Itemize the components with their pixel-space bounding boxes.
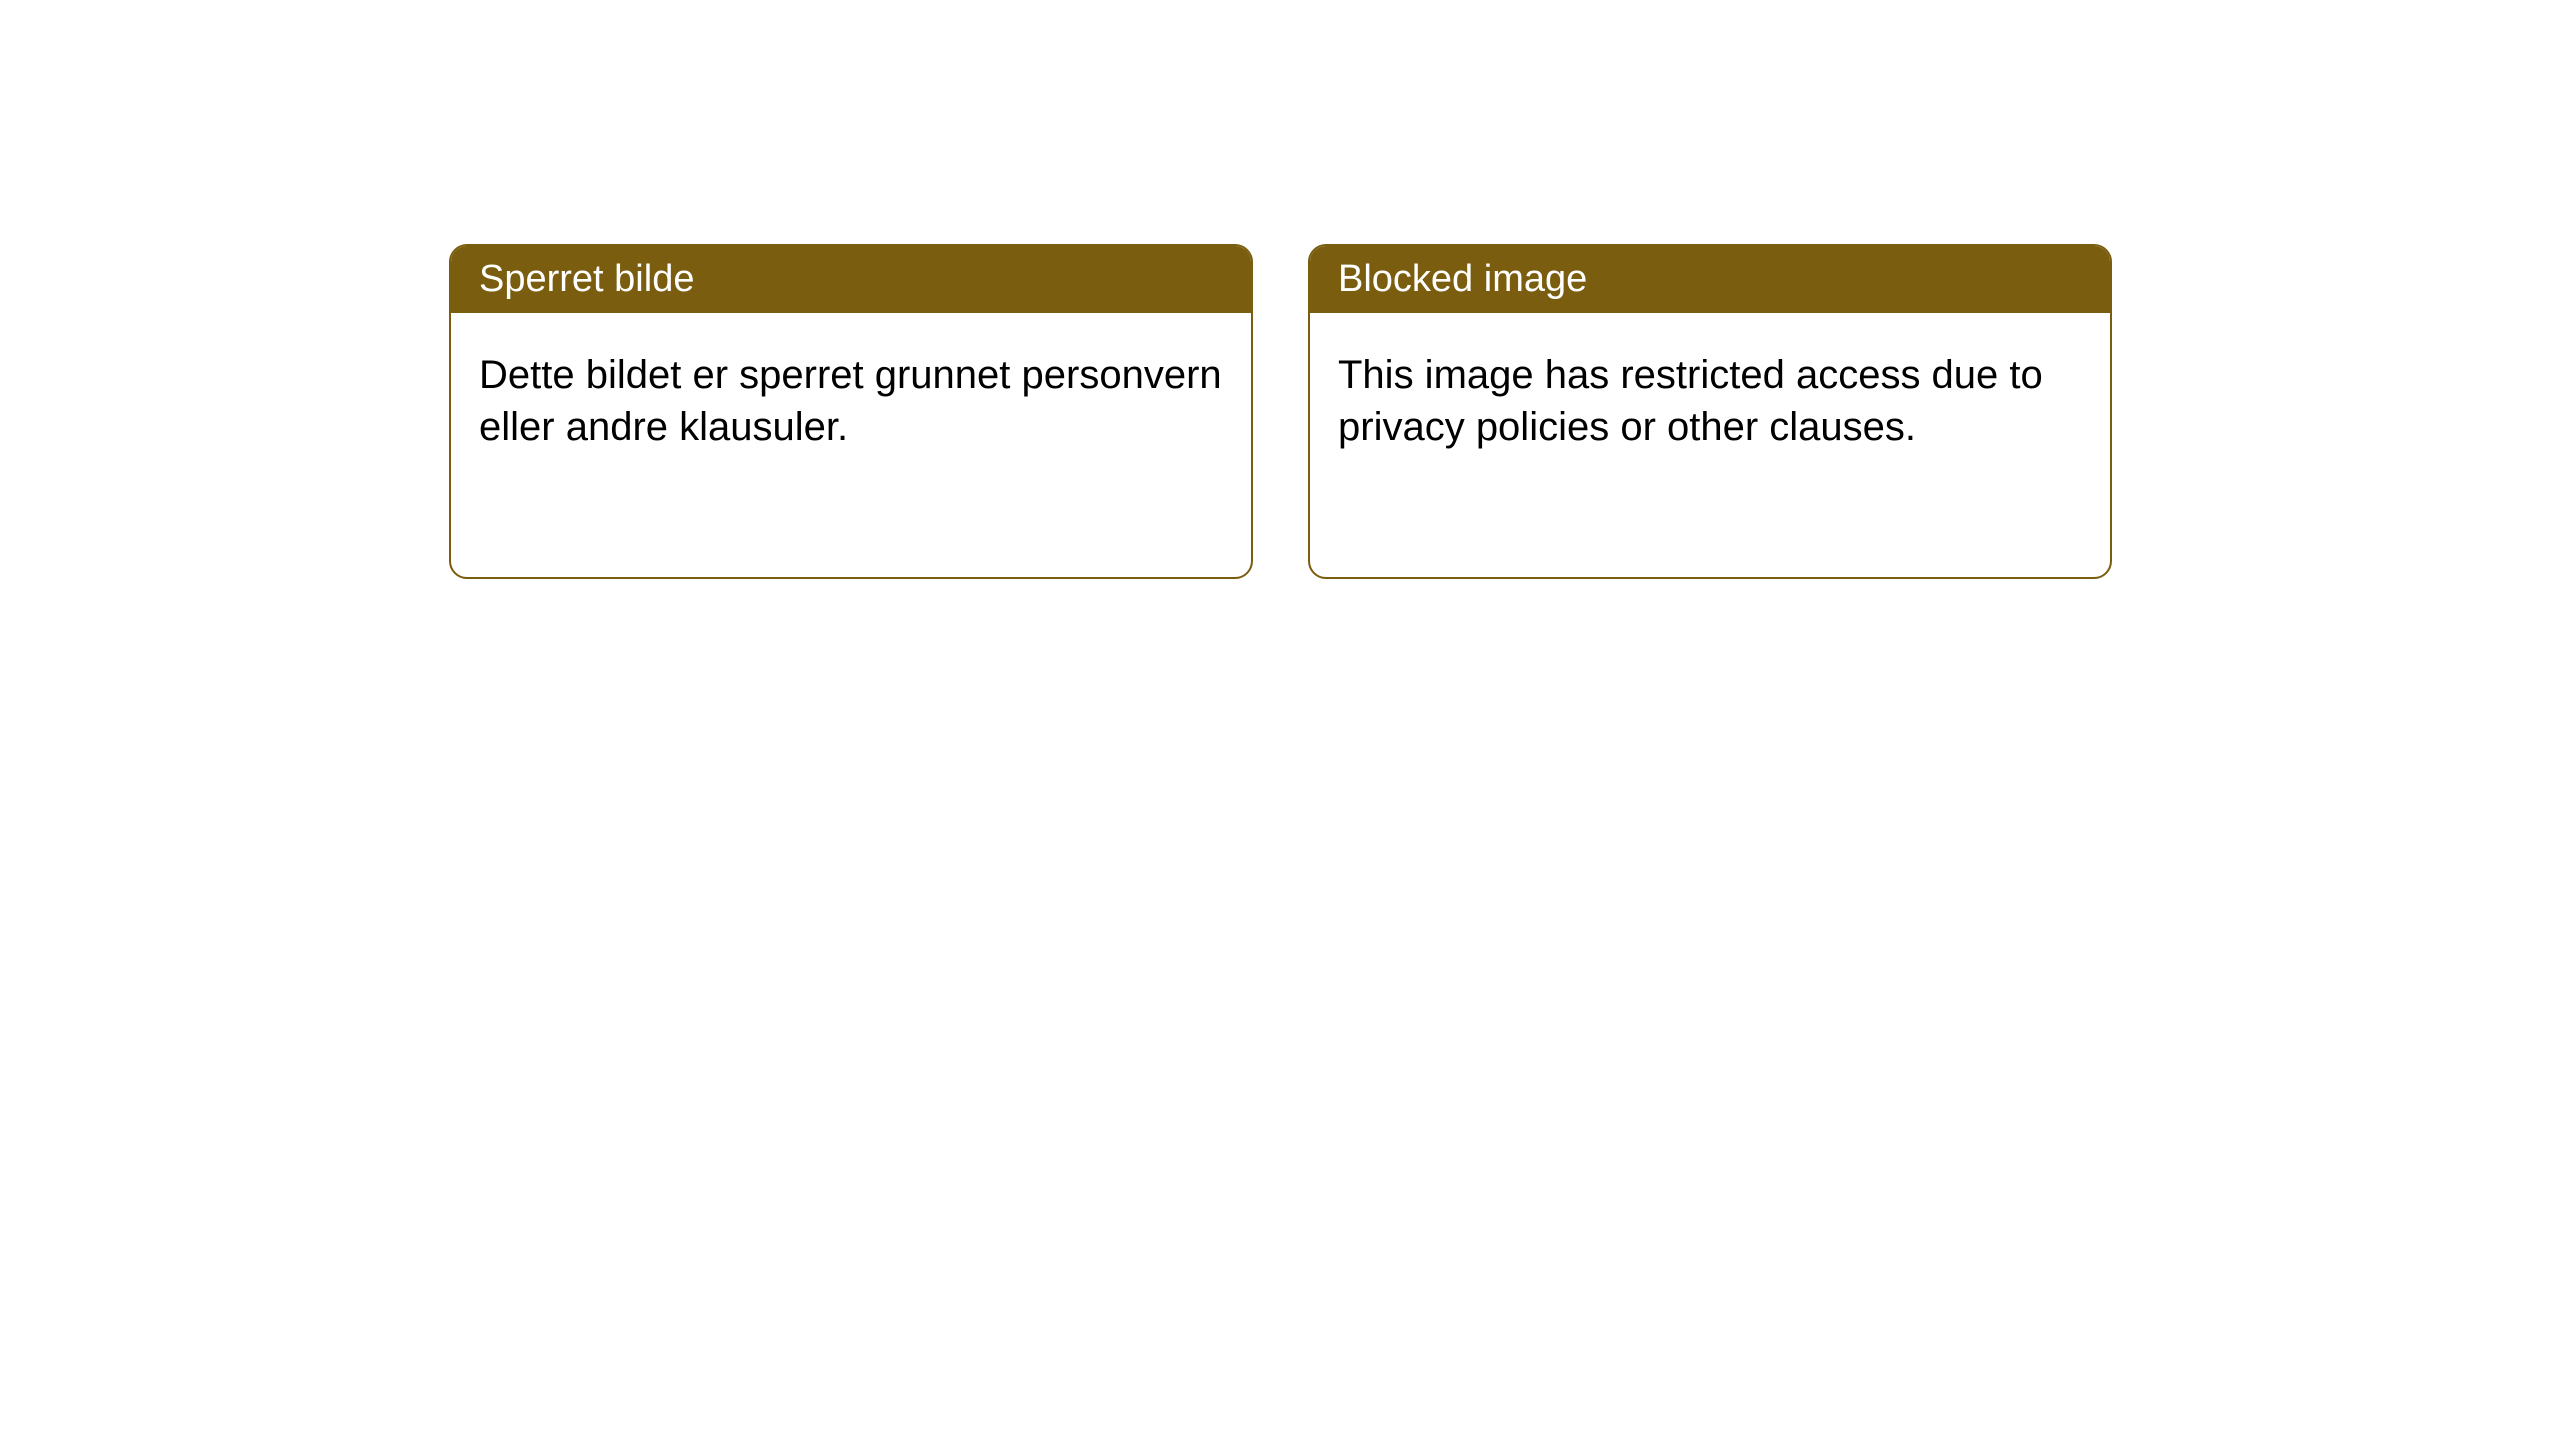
notice-card-english: Blocked image This image has restricted … [1308, 244, 2112, 579]
card-header-english: Blocked image [1310, 246, 2110, 313]
card-header-norwegian: Sperret bilde [451, 246, 1251, 313]
card-message-english: This image has restricted access due to … [1338, 353, 2043, 449]
notice-card-norwegian: Sperret bilde Dette bildet er sperret gr… [449, 244, 1253, 579]
card-message-norwegian: Dette bildet er sperret grunnet personve… [479, 353, 1222, 449]
card-body-norwegian: Dette bildet er sperret grunnet personve… [451, 313, 1251, 489]
notice-cards-container: Sperret bilde Dette bildet er sperret gr… [449, 244, 2112, 579]
card-title-norwegian: Sperret bilde [479, 258, 694, 300]
card-title-english: Blocked image [1338, 258, 1587, 300]
card-body-english: This image has restricted access due to … [1310, 313, 2110, 489]
